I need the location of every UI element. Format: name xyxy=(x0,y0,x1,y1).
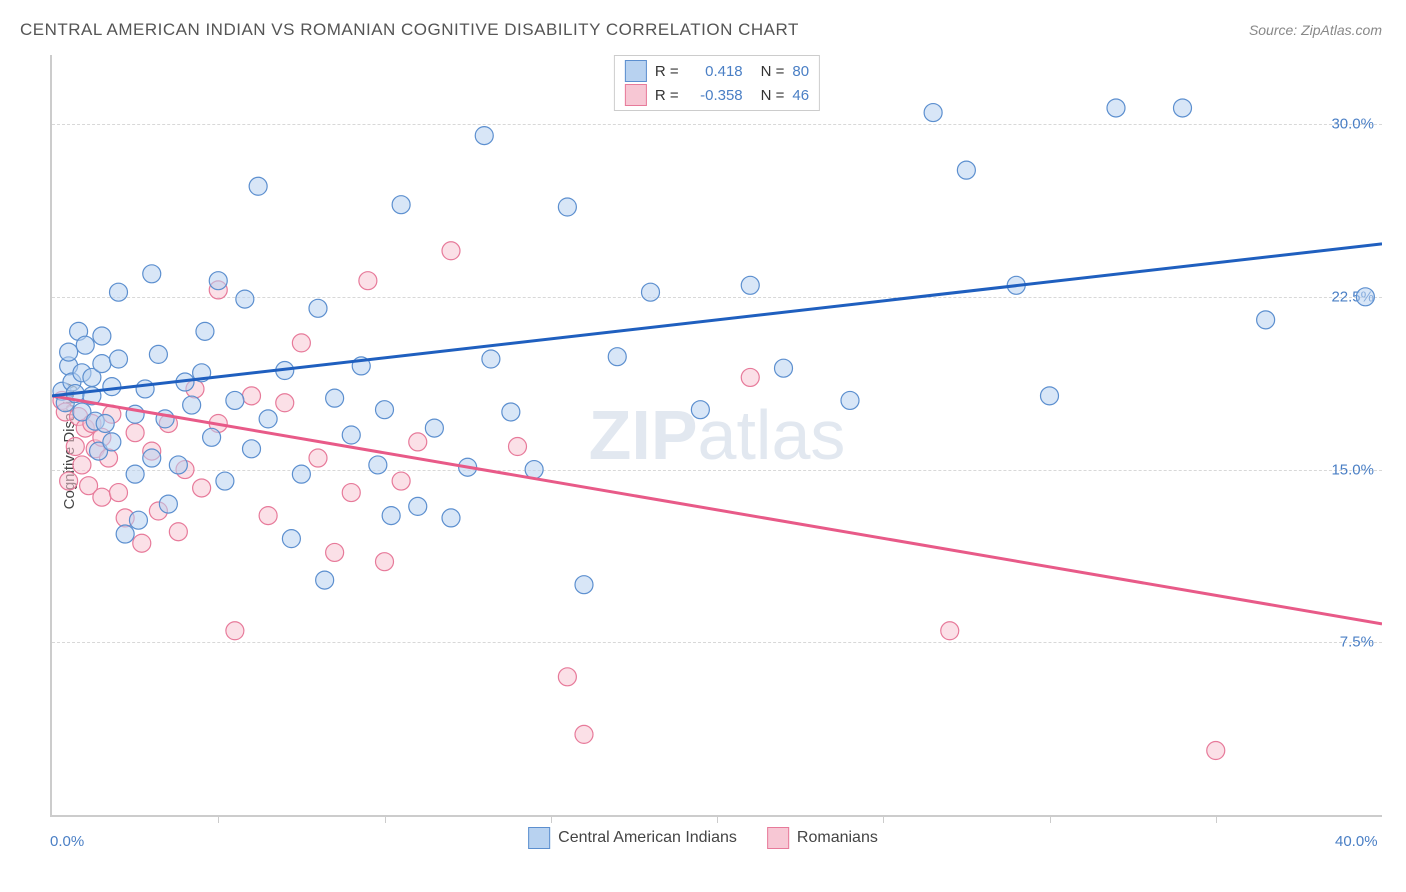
legend-label-1: Central American Indians xyxy=(558,829,737,847)
chart-title: CENTRAL AMERICAN INDIAN VS ROMANIAN COGN… xyxy=(20,20,799,40)
x-tick xyxy=(883,815,884,823)
x-tick xyxy=(385,815,386,823)
x-tick xyxy=(1050,815,1051,823)
r-label: R = xyxy=(655,87,679,104)
legend-item-1: Central American Indians xyxy=(528,827,737,849)
x-tick xyxy=(218,815,219,823)
n-label: N = xyxy=(761,63,785,80)
correlation-legend-row-2: R = -0.358 N = 46 xyxy=(625,84,809,106)
x-tick xyxy=(1216,815,1217,823)
x-max-label: 40.0% xyxy=(1335,833,1378,850)
n-value-1: 80 xyxy=(792,63,809,80)
scatter-svg xyxy=(52,55,1382,815)
chart-container: CENTRAL AMERICAN INDIAN VS ROMANIAN COGN… xyxy=(0,0,1406,892)
x-tick xyxy=(551,815,552,823)
correlation-legend: R = 0.418 N = 80 R = -0.358 N = 46 xyxy=(614,55,820,111)
x-tick xyxy=(717,815,718,823)
source-label: Source: ZipAtlas.com xyxy=(1249,22,1382,38)
swatch-series2 xyxy=(625,84,647,106)
legend-label-2: Romanians xyxy=(797,829,878,847)
plot-area: ZIPatlas R = 0.418 N = 80 R = -0.358 N =… xyxy=(50,55,1382,817)
series-legend: Central American Indians Romanians xyxy=(528,827,878,849)
x-min-label: 0.0% xyxy=(50,833,84,850)
swatch-series1 xyxy=(625,60,647,82)
n-value-2: 46 xyxy=(792,87,809,104)
swatch-series2 xyxy=(767,827,789,849)
r-value-1: 0.418 xyxy=(687,63,743,80)
swatch-series1 xyxy=(528,827,550,849)
legend-item-2: Romanians xyxy=(767,827,878,849)
r-label: R = xyxy=(655,63,679,80)
n-label: N = xyxy=(761,87,785,104)
r-value-2: -0.358 xyxy=(687,87,743,104)
correlation-legend-row-1: R = 0.418 N = 80 xyxy=(625,60,809,82)
